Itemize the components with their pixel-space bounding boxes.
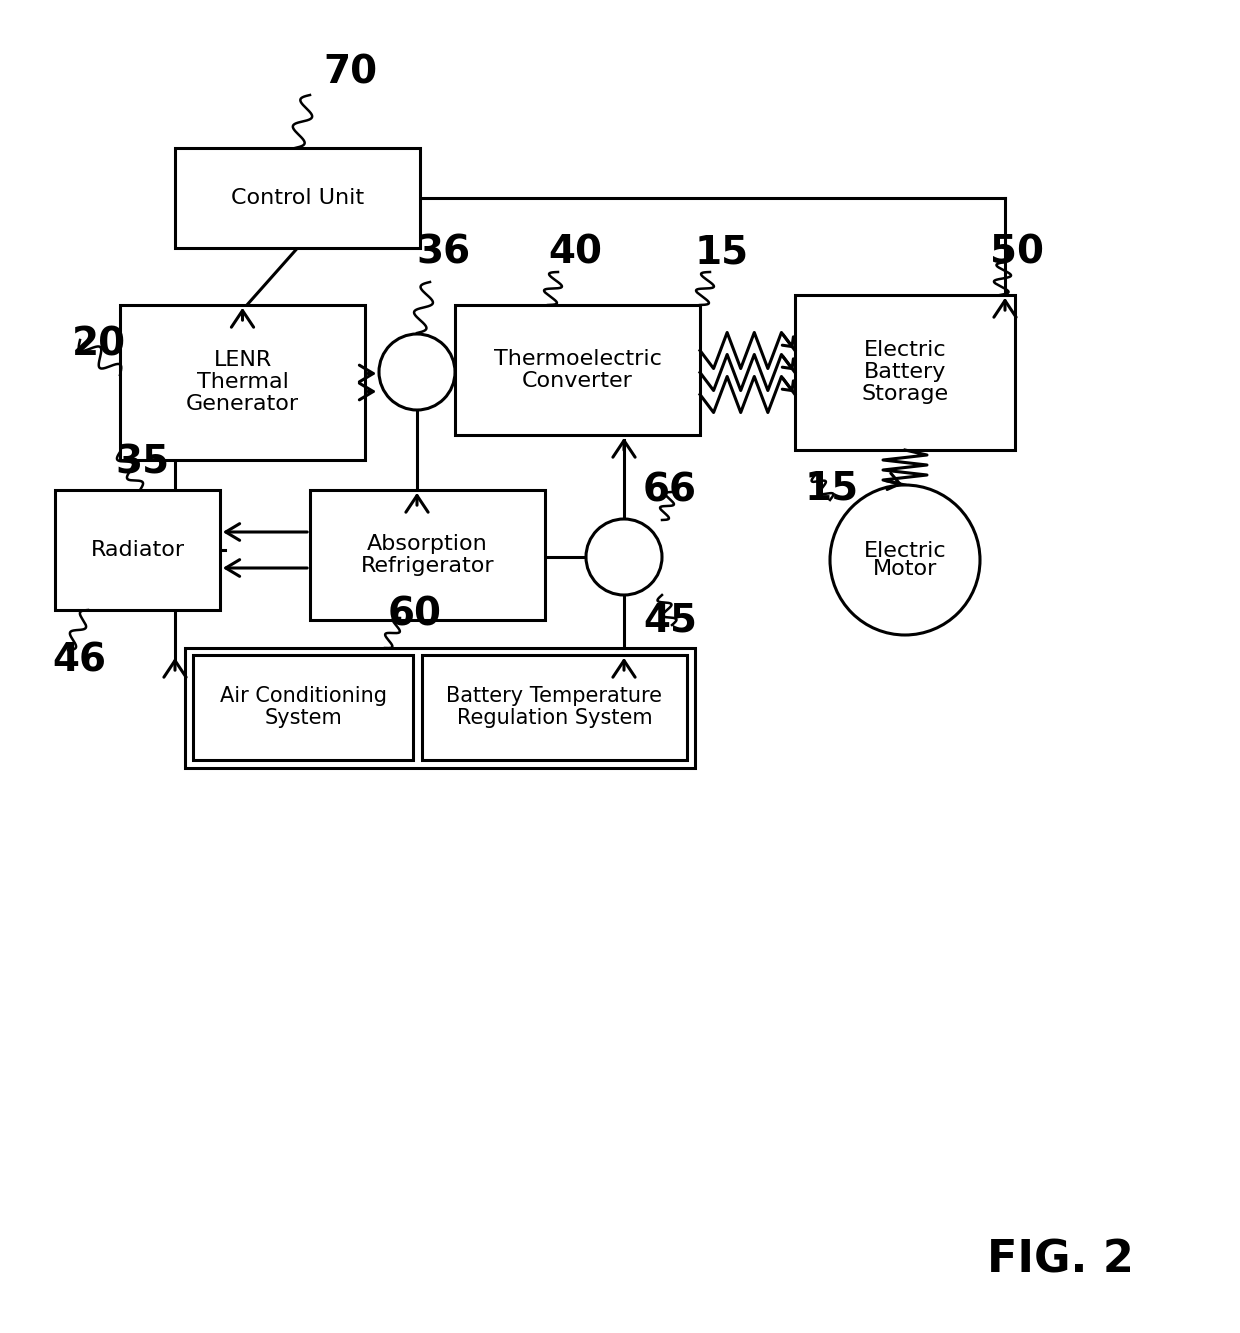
Text: 70: 70: [322, 53, 377, 91]
Bar: [422, 655, 687, 760]
Text: Generator: Generator: [186, 395, 299, 415]
Text: 35: 35: [115, 443, 169, 481]
Text: 40: 40: [548, 233, 601, 271]
Text: Storage: Storage: [862, 384, 949, 404]
Text: FIG. 2: FIG. 2: [987, 1238, 1133, 1281]
Text: Regulation System: Regulation System: [456, 709, 652, 729]
Text: Thermoelectric: Thermoelectric: [494, 349, 661, 369]
Text: Thermal: Thermal: [197, 372, 289, 392]
Circle shape: [587, 519, 662, 595]
Bar: [185, 648, 694, 768]
Bar: [310, 491, 546, 620]
Text: Control Unit: Control Unit: [231, 188, 365, 208]
Bar: [120, 305, 365, 460]
Text: Electric: Electric: [864, 541, 946, 561]
Text: Motor: Motor: [873, 559, 937, 579]
Text: Refrigerator: Refrigerator: [361, 556, 495, 576]
Text: 15: 15: [694, 233, 749, 271]
Text: 20: 20: [72, 327, 126, 364]
Text: 46: 46: [52, 641, 105, 678]
Circle shape: [830, 485, 980, 635]
Bar: [455, 305, 701, 435]
Bar: [795, 295, 1016, 451]
Circle shape: [379, 335, 455, 411]
Bar: [193, 655, 413, 760]
Text: LENR: LENR: [213, 351, 272, 371]
Bar: [175, 148, 420, 248]
Text: 36: 36: [415, 233, 470, 271]
Text: Battery Temperature: Battery Temperature: [446, 686, 662, 706]
Text: Radiator: Radiator: [91, 540, 185, 560]
Text: Battery: Battery: [864, 363, 946, 383]
Text: 50: 50: [990, 233, 1044, 271]
Bar: [55, 491, 219, 611]
Text: 66: 66: [644, 471, 697, 509]
Text: 45: 45: [644, 601, 697, 639]
Text: Electric: Electric: [864, 340, 946, 360]
Text: 15: 15: [805, 469, 859, 507]
Text: Air Conditioning: Air Conditioning: [219, 686, 387, 706]
Text: System: System: [264, 709, 342, 729]
Text: 60: 60: [388, 596, 441, 635]
Text: Converter: Converter: [522, 371, 632, 391]
Text: Absorption: Absorption: [367, 535, 487, 555]
